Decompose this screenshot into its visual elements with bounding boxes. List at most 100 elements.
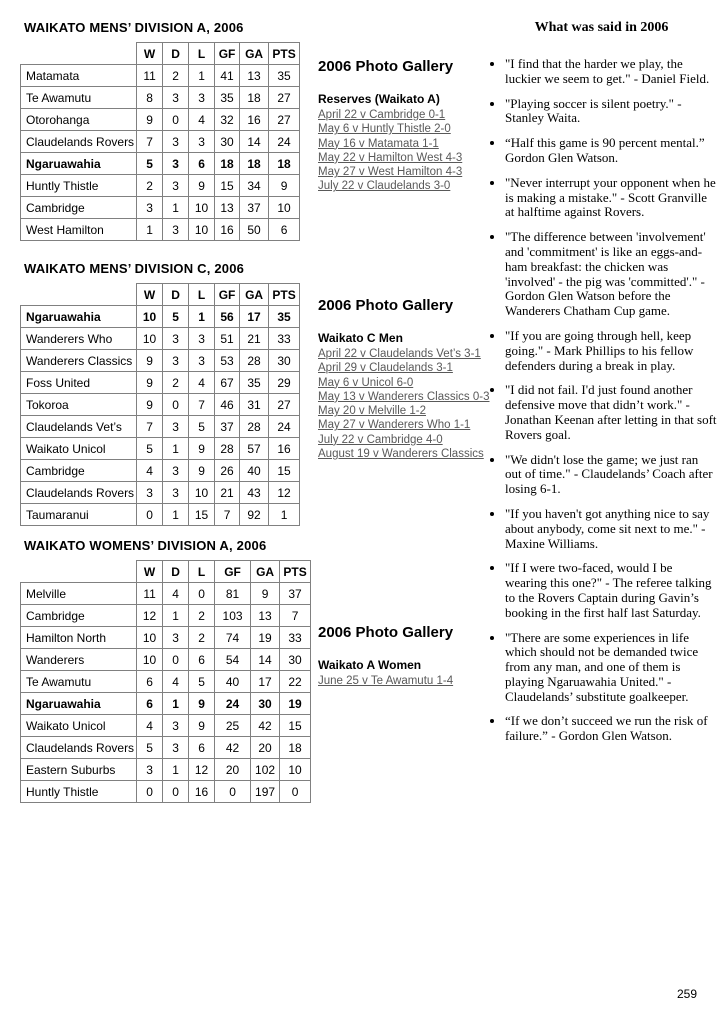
stat-cell: 5 — [188, 670, 216, 693]
stat-cell: 3 — [136, 196, 164, 219]
stat-cell: 3 — [188, 327, 216, 350]
stat-cell: 0 — [279, 780, 312, 803]
stat-cell: 13 — [239, 64, 270, 87]
gallery-link[interactable]: April 22 v Claudelands Vet’s 3-1 — [318, 348, 481, 360]
gallery-link[interactable]: August 19 v Wanderers Classics — [318, 448, 484, 461]
page-number: 259 — [676, 987, 697, 1001]
gallery-link[interactable]: May 20 v Melville 1-2 — [318, 405, 427, 418]
stat-cell: 10 — [268, 196, 301, 219]
table-row: Huntly Thistle 0 0 16 0 197 0 — [19, 780, 312, 803]
stat-cell: 2 — [162, 64, 190, 87]
stat-cell: 1 — [162, 196, 190, 219]
column-header: D — [162, 560, 190, 583]
table-row: Wanderers 10 0 6 54 14 30 — [19, 648, 312, 671]
gallery-link[interactable]: May 6 v Huntly Thistle 2-0 — [318, 123, 451, 136]
stat-cell: 15 — [268, 459, 301, 482]
table-row: Cambridge 12 1 2 103 13 7 — [19, 604, 312, 627]
gallery-link[interactable]: May 27 v West Hamilton 4-3 — [318, 166, 463, 179]
stat-cell: 33 — [279, 626, 312, 649]
gallery-link[interactable]: May 16 v Matamata 1-1 — [318, 137, 439, 150]
stat-cell: 35 — [214, 86, 241, 109]
table-row: Cambridge 3 1 10 13 37 10 — [19, 196, 301, 219]
gallery-link[interactable]: April 29 v Claudelands 3-1 — [318, 362, 453, 375]
gallery-link-list: April 22 v Cambridge 0-1 May 6 v Huntly T… — [318, 108, 496, 194]
quote-item: "Playing soccer is silent poetry." - Sta… — [505, 96, 717, 127]
quote-item: "I did not fail. I'd just found another … — [505, 382, 717, 442]
stat-cell: 37 — [239, 196, 270, 219]
stat-cell: 15 — [214, 174, 241, 197]
stat-cell: 2 — [136, 174, 164, 197]
stat-cell: 14 — [250, 648, 281, 671]
team-name-cell: Matamata — [19, 64, 138, 87]
gallery-link[interactable]: April 22 v Cambridge 0-1 — [318, 109, 446, 121]
table-row: Ngaruawahia 5 3 6 18 18 18 — [19, 152, 301, 175]
quote-item: "We didn't lose the game; we just ran ou… — [505, 452, 717, 497]
stat-cell: 10 — [136, 327, 164, 350]
stat-cell: 0 — [136, 780, 164, 803]
gallery-link[interactable]: May 22 v Hamilton West 4-3 — [318, 151, 463, 164]
table-row: Eastern Suburbs 3 1 12 20 102 10 — [19, 758, 312, 781]
stat-cell: 1 — [188, 64, 216, 87]
stat-cell: 0 — [162, 648, 190, 671]
stat-cell: 37 — [279, 582, 312, 605]
photo-gallery-a-women: 2006 Photo Gallery Waikato A Women June … — [318, 624, 496, 688]
team-name-cell: Wanderers Who — [19, 327, 138, 350]
team-name-cell: Huntly Thistle — [19, 174, 138, 197]
stat-cell: 4 — [188, 371, 216, 394]
stat-cell: 197 — [250, 780, 281, 803]
column-header: GF — [214, 560, 252, 583]
stat-cell: 3 — [188, 130, 216, 153]
stat-cell: 18 — [268, 152, 301, 175]
stat-cell: 24 — [268, 130, 301, 153]
stat-cell: 11 — [136, 582, 164, 605]
gallery-link[interactable]: May 6 v Unicol 6-0 — [318, 376, 414, 389]
column-header: D — [162, 283, 190, 306]
stat-cell: 7 — [214, 503, 241, 526]
gallery-link[interactable]: June 25 v Te Awamutu 1-4 — [318, 675, 454, 687]
column-header: W — [136, 42, 164, 65]
stat-cell: 37 — [214, 415, 241, 438]
team-name-cell: Ngaruawahia — [19, 692, 138, 715]
gallery-link[interactable]: May 13 v Wanderers Classics 0-3 — [318, 390, 490, 403]
gallery-link[interactable]: May 27 v Wanderers Who 1-1 — [318, 419, 471, 432]
stat-cell: 7 — [136, 130, 164, 153]
table-row: Tokoroa 9 0 7 46 31 27 — [19, 393, 301, 416]
stat-cell: 12 — [136, 604, 164, 627]
stat-cell: 16 — [188, 780, 216, 803]
stat-cell: 26 — [214, 459, 241, 482]
team-name-cell: Cambridge — [19, 459, 138, 482]
gallery-link[interactable]: July 22 v Cambridge 4-0 — [318, 433, 443, 446]
stat-cell: 10 — [188, 218, 216, 241]
stat-cell: 7 — [136, 415, 164, 438]
stat-cell: 3 — [162, 714, 190, 737]
team-name-cell: Otorohanga — [19, 108, 138, 131]
stat-cell: 3 — [162, 86, 190, 109]
stat-cell: 41 — [214, 64, 241, 87]
gallery-heading: 2006 Photo Gallery — [318, 58, 454, 75]
stat-cell: 57 — [239, 437, 270, 460]
table-row: Melville 11 4 0 81 9 37 — [19, 582, 312, 605]
section-womens-division-a: WAIKATO WOMENS’ DIVISION A, 2006 W D L GF GA… — [19, 538, 312, 803]
column-header: W — [136, 560, 164, 583]
quote-item: "There are some experiences in life whic… — [505, 630, 717, 705]
table-row: Te Awamutu 8 3 3 35 18 27 — [19, 86, 301, 109]
stat-cell: 0 — [214, 780, 252, 803]
stat-cell: 9 — [188, 174, 216, 197]
column-header: GF — [214, 42, 241, 65]
table-row: Foss United 9 2 4 67 35 29 — [19, 371, 301, 394]
gallery-link[interactable]: July 22 v Claudelands 3-0 — [318, 180, 451, 193]
standings-table-womens-a: W D L GF GA PTS Melville 11 4 0 81 9 37 Cambridge 12 1 2… — [19, 560, 312, 803]
table-row: Claudelands Rovers 5 3 6 42 20 18 — [19, 736, 312, 759]
stat-cell: 17 — [250, 670, 281, 693]
stat-cell: 3 — [162, 626, 190, 649]
stat-cell: 12 — [188, 758, 216, 781]
stat-cell: 67 — [214, 371, 241, 394]
standings-table-mens-c: W D L GF GA PTS Ngaruawahia 10 5 1 56 17 35 Wanderers… — [19, 283, 301, 526]
stat-cell: 9 — [136, 349, 164, 372]
stat-cell: 9 — [188, 459, 216, 482]
stat-cell: 19 — [250, 626, 281, 649]
stat-cell: 6 — [188, 648, 216, 671]
stat-cell: 27 — [268, 393, 301, 416]
team-name-cell: Eastern Suburbs — [19, 758, 138, 781]
